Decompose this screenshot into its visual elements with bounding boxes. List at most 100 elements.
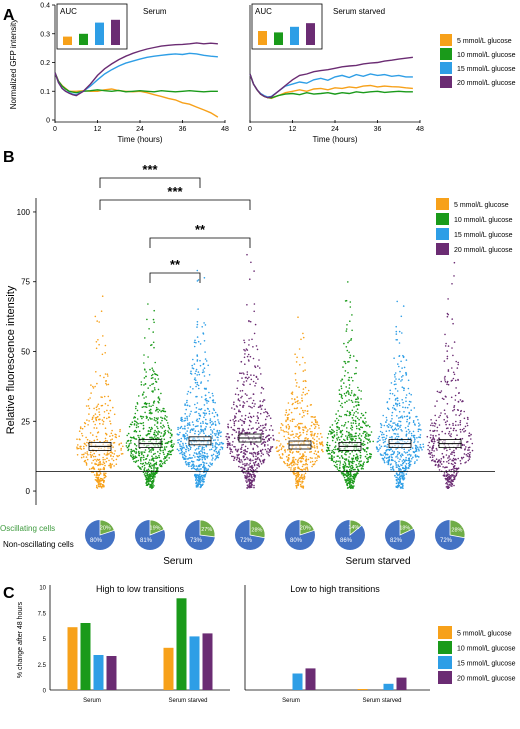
panel-a-serum-title: Serum <box>143 7 167 16</box>
data-point <box>347 341 349 344</box>
data-point <box>267 453 270 456</box>
data-point <box>186 393 189 395</box>
inset-auc-bar-1 <box>258 31 267 45</box>
data-point <box>141 452 143 455</box>
data-point <box>181 447 183 450</box>
data-point <box>345 346 348 348</box>
data-point <box>338 450 340 453</box>
data-point <box>333 430 336 433</box>
data-point <box>236 387 238 390</box>
data-point <box>194 456 196 458</box>
data-point <box>355 432 357 435</box>
data-point <box>243 348 245 351</box>
data-point <box>266 415 268 418</box>
data-point <box>398 465 401 468</box>
data-point <box>244 363 246 366</box>
data-point <box>390 468 392 471</box>
data-point <box>338 457 341 459</box>
data-point <box>341 451 343 454</box>
data-point <box>244 465 246 467</box>
data-point <box>407 387 410 390</box>
data-point <box>299 457 302 459</box>
data-point <box>409 430 411 433</box>
data-point <box>336 463 338 466</box>
data-point <box>302 356 304 359</box>
data-point <box>102 481 105 484</box>
data-point <box>248 412 251 415</box>
data-point <box>148 412 151 414</box>
data-point <box>232 419 234 421</box>
bar-serum-starved-1 <box>357 689 368 690</box>
data-point <box>106 457 108 460</box>
data-point <box>143 459 145 461</box>
data-point <box>112 455 115 458</box>
data-point <box>302 428 304 431</box>
data-point <box>247 353 250 356</box>
data-point <box>255 422 257 424</box>
data-point <box>344 462 347 465</box>
data-point <box>107 404 109 407</box>
y-tick-label: 50 <box>21 348 30 357</box>
data-point <box>205 360 208 362</box>
data-point <box>453 451 456 454</box>
data-point <box>352 438 354 440</box>
bar-serum-1 <box>67 627 78 690</box>
data-point <box>216 446 218 449</box>
data-point <box>408 422 411 424</box>
data-point <box>447 313 450 316</box>
data-point <box>93 452 95 455</box>
data-point <box>431 454 434 457</box>
data-point <box>439 391 442 394</box>
data-point <box>431 456 434 459</box>
data-point <box>107 395 110 398</box>
data-point <box>196 383 198 386</box>
data-point <box>133 423 136 425</box>
data-point <box>355 372 357 375</box>
data-point <box>144 474 146 477</box>
data-point <box>466 422 468 425</box>
data-point <box>416 459 418 461</box>
data-point <box>264 418 267 421</box>
data-point <box>366 442 369 444</box>
data-point <box>463 453 466 455</box>
data-point <box>184 403 186 405</box>
data-point <box>139 434 142 437</box>
data-point <box>238 458 241 461</box>
bar-serum-starved-1 <box>163 647 174 690</box>
data-point <box>367 457 369 459</box>
data-point <box>243 468 245 471</box>
data-point <box>204 473 207 476</box>
data-point <box>414 424 416 426</box>
data-point <box>313 446 316 449</box>
data-point <box>246 377 249 380</box>
data-point <box>459 421 462 424</box>
data-point <box>267 448 269 450</box>
data-point <box>148 426 151 429</box>
data-point <box>427 444 430 447</box>
data-point <box>252 473 254 476</box>
data-point <box>217 439 219 441</box>
data-point <box>254 365 256 367</box>
data-point <box>405 396 407 399</box>
data-point <box>345 453 347 456</box>
data-point <box>304 369 306 371</box>
data-point <box>239 461 241 464</box>
data-point <box>318 438 320 440</box>
data-point <box>442 474 445 477</box>
data-point <box>351 460 354 463</box>
data-point <box>181 446 183 449</box>
data-point <box>109 451 112 454</box>
x-category-label: Serum <box>282 698 300 704</box>
data-point <box>348 399 350 401</box>
data-point <box>354 401 357 403</box>
data-point <box>446 415 448 417</box>
data-point <box>295 458 297 461</box>
data-point <box>305 460 307 463</box>
data-point <box>343 392 346 395</box>
data-point <box>200 396 203 398</box>
panel-b-pies: 20%80%19%81%27%73%28%72%20%80%14%86%18%8… <box>85 519 466 550</box>
data-point <box>340 415 342 418</box>
data-point <box>202 429 204 431</box>
data-point <box>293 467 295 470</box>
data-point <box>257 406 260 409</box>
